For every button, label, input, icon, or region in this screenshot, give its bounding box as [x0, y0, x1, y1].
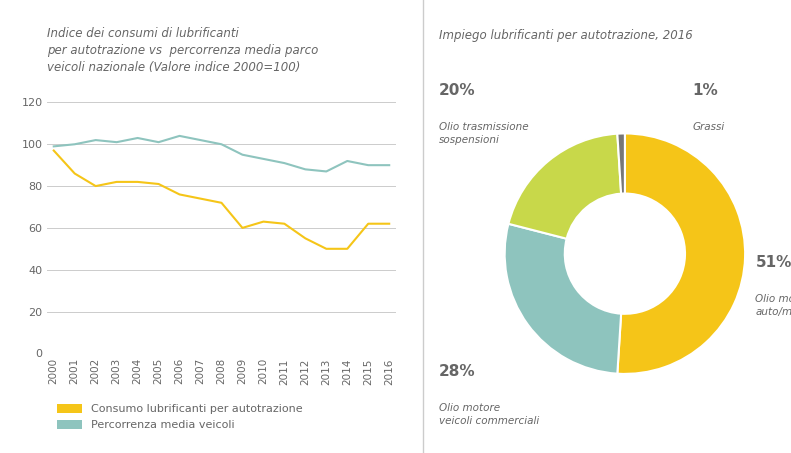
Wedge shape: [617, 134, 625, 194]
Text: Indice dei consumi di lubrificanti
per autotrazione vs  percorrenza media parco
: Indice dei consumi di lubrificanti per a…: [47, 27, 319, 74]
Text: Olio trasmissione
sospensioni: Olio trasmissione sospensioni: [439, 122, 528, 145]
Text: 1%: 1%: [692, 83, 718, 98]
Text: Olio motore
veicoli commerciali: Olio motore veicoli commerciali: [439, 403, 539, 425]
Wedge shape: [617, 134, 745, 374]
Text: 20%: 20%: [439, 83, 475, 98]
Text: Olio motore
auto/moto: Olio motore auto/moto: [755, 294, 791, 317]
Wedge shape: [505, 224, 621, 374]
Text: Grassi: Grassi: [692, 122, 725, 132]
Wedge shape: [509, 134, 621, 239]
Text: 28%: 28%: [439, 364, 475, 379]
Text: Impiego lubrificanti per autotrazione, 2016: Impiego lubrificanti per autotrazione, 2…: [439, 29, 693, 43]
Legend: Consumo lubrificanti per autotrazione, Percorrenza media veicoli: Consumo lubrificanti per autotrazione, P…: [53, 400, 307, 435]
Text: 51%: 51%: [755, 255, 791, 270]
